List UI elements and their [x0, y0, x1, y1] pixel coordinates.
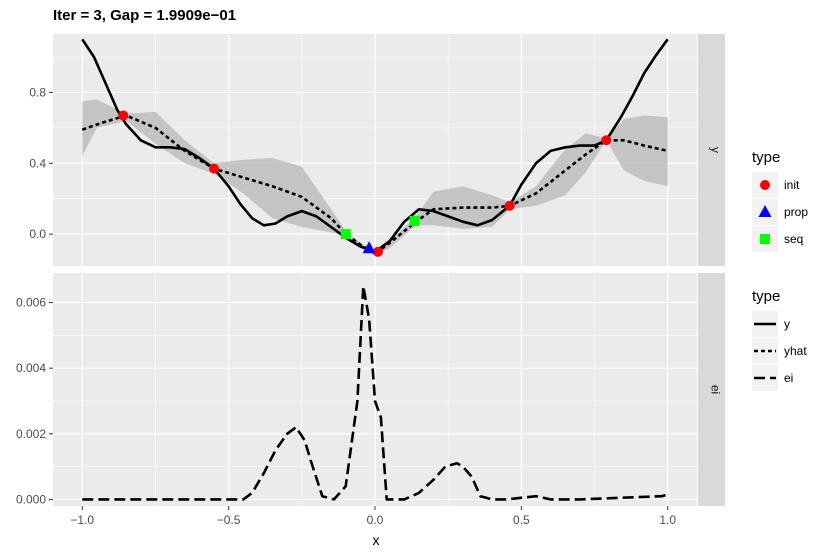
y-tick-label: 0.002	[16, 427, 46, 441]
x-tick-label: 0.5	[513, 513, 530, 527]
chart-title: Iter = 3, Gap = 1.9909e−01	[53, 7, 236, 24]
y-tick-label: 0.0	[29, 227, 46, 241]
strip-label: ei	[709, 385, 723, 394]
legend-title: type	[752, 288, 780, 305]
legend-label-ei: ei	[784, 371, 793, 385]
legend-label-prop: prop	[784, 205, 808, 219]
x-tick-label: 1.0	[659, 513, 676, 527]
point-init	[372, 246, 383, 257]
y-tick-label: 0.4	[29, 156, 46, 170]
legend-key-seq	[760, 234, 770, 244]
confidence-band	[82, 99, 668, 256]
panel-data	[82, 284, 669, 501]
panel-ei: 0.000 0.002 0.004 0.006 ei	[16, 273, 725, 506]
legend-points: type init prop seq	[752, 149, 808, 252]
legend-label-yhat: yhat	[784, 344, 807, 358]
x-tick-label: −1.0	[70, 513, 94, 527]
y-tick-label: 0.004	[16, 361, 46, 375]
point-prop	[362, 241, 376, 254]
point-seq	[409, 215, 420, 226]
legend-label-seq: seq	[784, 232, 803, 246]
plot-area: 0.0 0.4 0.8 y 0.000 0.002 0.004 0.006 ei −1.0 −0.5…	[16, 34, 725, 527]
point-seq	[340, 229, 351, 240]
strip-ei	[698, 273, 725, 506]
series-ei-line	[82, 284, 669, 501]
point-init	[209, 163, 219, 174]
x-axis-title: x	[373, 532, 380, 548]
series-yhat-line	[81, 114, 668, 255]
legend-key-init	[760, 180, 770, 190]
point-init	[601, 135, 612, 146]
legend-title: type	[752, 149, 780, 166]
legend-label-y: y	[784, 317, 790, 331]
strip-y	[698, 34, 725, 266]
legend-key-prop	[758, 205, 772, 217]
panel-y: 0.0 0.4 0.8 y	[29, 34, 725, 266]
x-tick-label: 0.0	[367, 513, 384, 527]
strip-label: y	[709, 147, 723, 153]
point-init	[118, 110, 129, 121]
legend-label-init: init	[784, 178, 800, 192]
y-tick-label: 0.006	[16, 296, 46, 310]
point-init	[504, 200, 515, 211]
y-tick-label: 0.8	[29, 85, 46, 99]
y-tick-label: 0.000	[16, 492, 46, 506]
panel-data	[81, 38, 669, 257]
x-tick-label: −0.5	[217, 513, 241, 527]
